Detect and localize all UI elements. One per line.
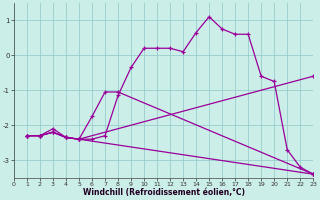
X-axis label: Windchill (Refroidissement éolien,°C): Windchill (Refroidissement éolien,°C) [83, 188, 244, 197]
